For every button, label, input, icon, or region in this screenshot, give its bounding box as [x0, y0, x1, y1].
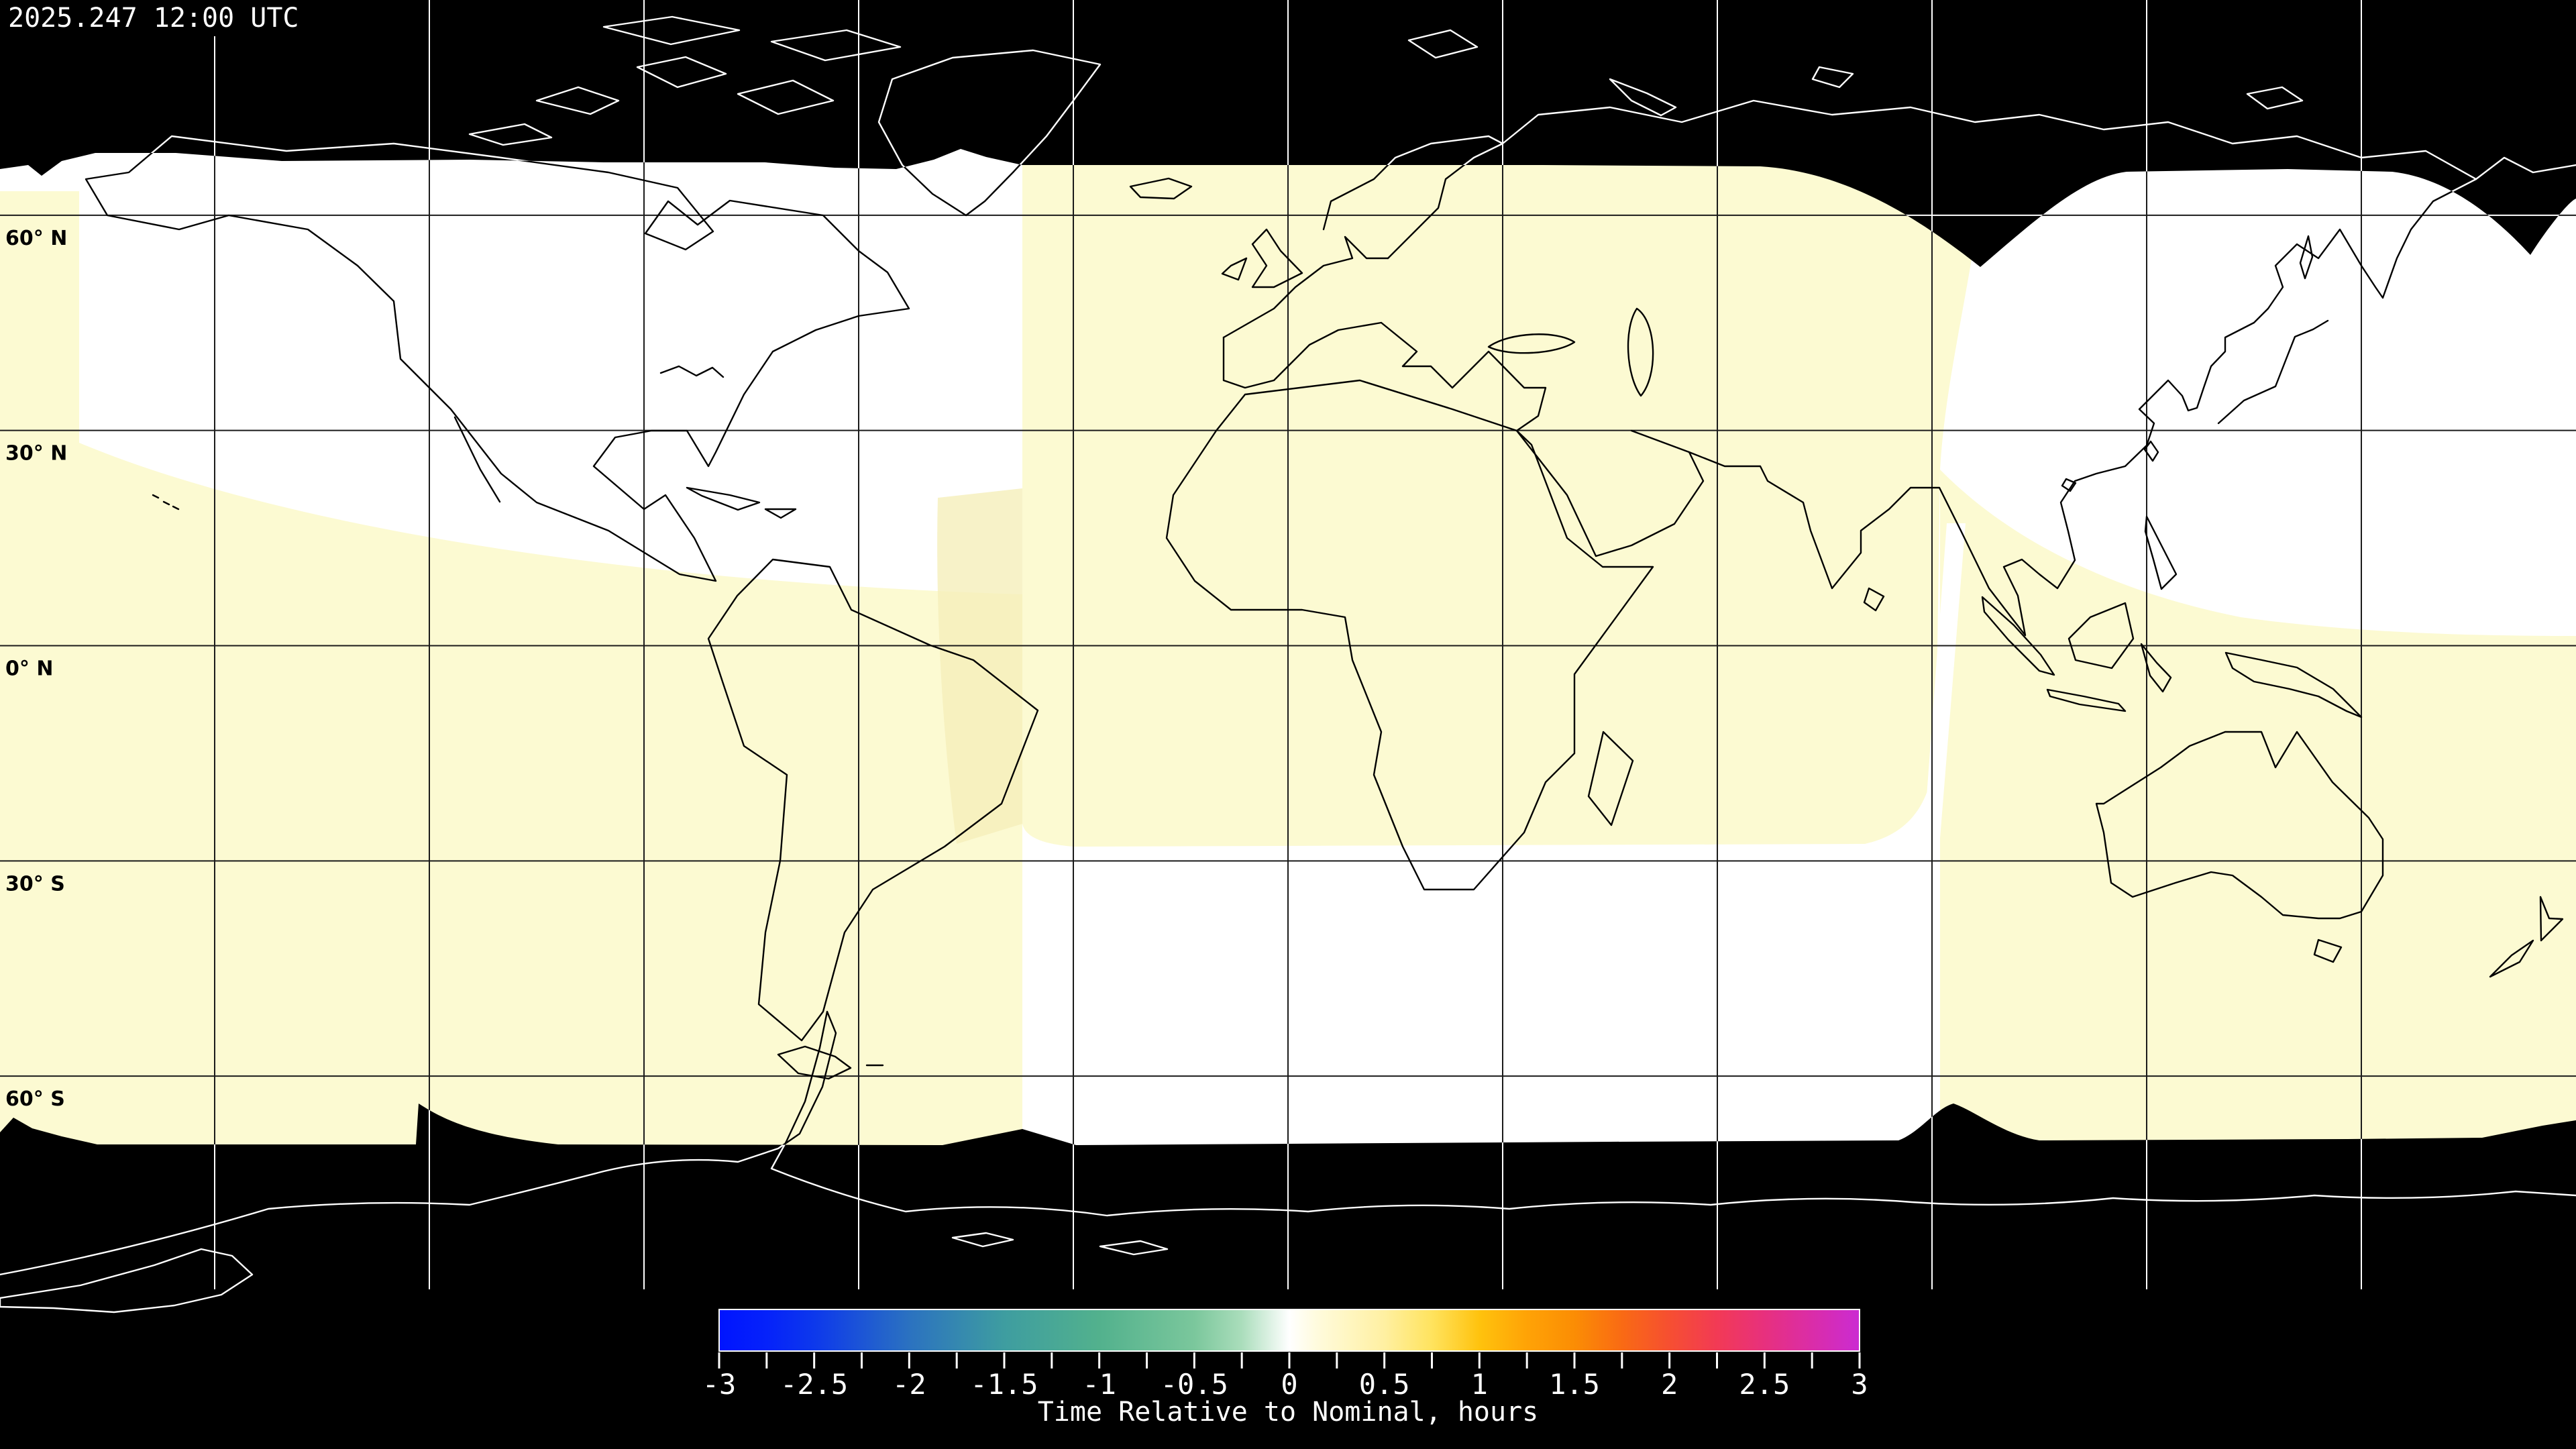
- colorbar: -3 -2.5 -2 -1.5 -1 -0.5 0 0.5 1 1.5 2 2.5 3 Time Rel…: [702, 1309, 1868, 1428]
- colorbar-tick-labels: -3 -2.5 -2 -1.5 -1 -0.5 0 0.5 1 1.5 2 2.5 3: [702, 1368, 1868, 1401]
- colorbar-tick-label: -3: [702, 1368, 737, 1401]
- colorbar-tick-label: 1: [1471, 1368, 1488, 1401]
- data-patch-deeper-yellow-seam: [937, 488, 1022, 844]
- colorbar-tick-label: -2.5: [780, 1368, 848, 1401]
- timestamp-backdrop: [0, 0, 315, 36]
- colorbar-tick-label: 2: [1661, 1368, 1678, 1401]
- colorbar-tick-label: -1.5: [970, 1368, 1038, 1401]
- colorbar-tick-label: -1: [1082, 1368, 1116, 1401]
- colorbar-tick-label: 0: [1281, 1368, 1297, 1401]
- latitude-labels: 60° N 30° N 0° N 30° S 60° S: [5, 227, 67, 1111]
- latitude-label: 30° N: [5, 442, 67, 466]
- timestamp: 2025.247 12:00 UTC: [8, 3, 299, 34]
- data-patch-asia-australia: [1940, 470, 2576, 1291]
- swath-seam-white-sliver: [1907, 523, 1966, 1070]
- graticule-dark: [0, 0, 2576, 1289]
- colorbar-tick-label: 3: [1851, 1368, 1868, 1401]
- latitude-label: 60° S: [5, 1087, 65, 1111]
- latitude-label: 60° N: [5, 227, 67, 250]
- latitude-label: 0° N: [5, 657, 53, 681]
- colorbar-ticks: [718, 1352, 1861, 1368]
- data-patch-americas-pacific: [0, 191, 1022, 1291]
- colorbar-tick-label: -0.5: [1161, 1368, 1228, 1401]
- colorbar-title: Time Relative to Nominal, hours: [1038, 1397, 1539, 1428]
- data-patch-europe-africa: [1022, 161, 1986, 847]
- colorbar-tick-label: -2: [892, 1368, 926, 1401]
- colorbar-tick-label: 2.5: [1739, 1368, 1790, 1401]
- colorbar-tick-label: 0.5: [1359, 1368, 1410, 1401]
- latitude-label: 30° S: [5, 872, 65, 896]
- colorbar-tick-label: 1.5: [1549, 1368, 1600, 1401]
- colorbar-gradient-bar: [718, 1309, 1860, 1352]
